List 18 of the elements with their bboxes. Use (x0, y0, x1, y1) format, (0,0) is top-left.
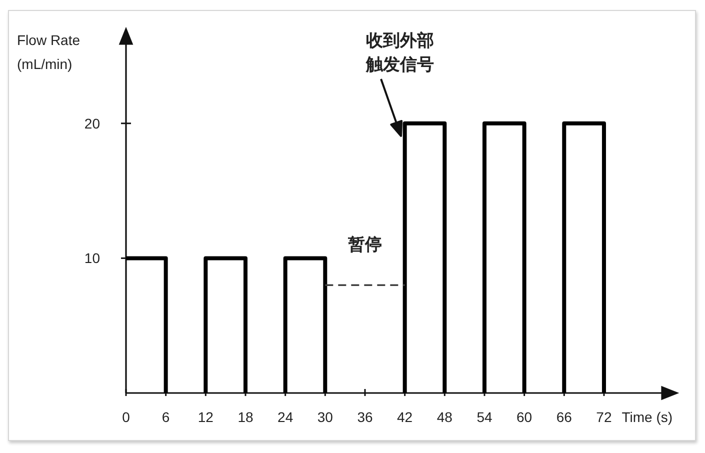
x-tick-label: 0 (122, 409, 130, 425)
x-tick-label: 42 (397, 409, 413, 425)
x-tick-label: 60 (516, 409, 532, 425)
x-tick-label: 30 (317, 409, 333, 425)
xlabel: Time (s) (622, 409, 673, 425)
x-tick-label: 66 (556, 409, 572, 425)
x-tick-label: 6 (162, 409, 170, 425)
x-tick-label: 72 (596, 409, 612, 425)
y-tick-label: 10 (84, 250, 100, 266)
annotation: 收到外部触发信号 (366, 31, 434, 74)
x-tick-label: 36 (357, 409, 373, 425)
x-tick-label: 54 (476, 409, 492, 425)
x-tick-label: 48 (436, 409, 452, 425)
ylabel: Flow Rate (mL/min) (17, 32, 80, 72)
x-tick-label: 12 (198, 409, 214, 425)
x-tick-label: 18 (238, 409, 254, 425)
y-tick-label: 20 (84, 115, 100, 132)
x-tick-label: 24 (278, 409, 294, 425)
